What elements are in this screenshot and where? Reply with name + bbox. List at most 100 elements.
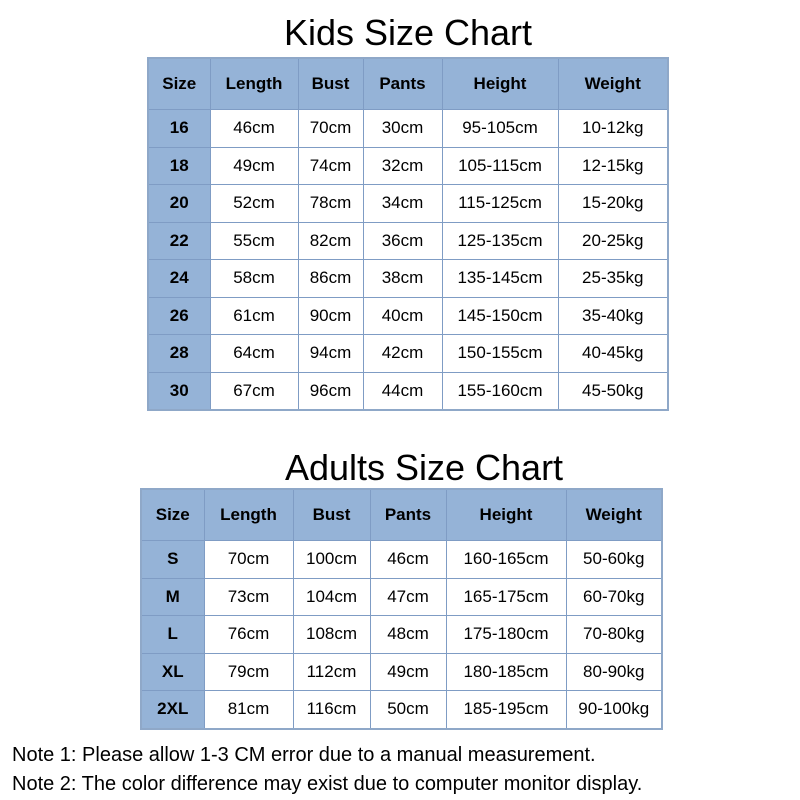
table-cell: 115-125cm [441, 184, 559, 223]
table-cell: 81cm [203, 690, 294, 729]
table-cell: 15-20kg [557, 184, 669, 223]
table-cell: 34cm [362, 184, 443, 223]
table-cell: 38cm [362, 259, 443, 298]
size-cell: 16 [147, 109, 211, 148]
table-cell: 49cm [369, 652, 447, 691]
table-cell: 40cm [362, 296, 443, 335]
table-cell: 94cm [297, 334, 364, 373]
table-row: 18 49cm 74cm 32cm 105-115cm 12-15kg [147, 146, 669, 185]
table-cell: 185-195cm [445, 690, 567, 729]
table-row: 2XL 81cm 116cm 50cm 185-195cm 90-100kg [140, 690, 663, 729]
size-cell: S [140, 540, 205, 579]
table-cell: 90-100kg [565, 690, 663, 729]
size-cell: 22 [147, 221, 211, 260]
table-row: XL 79cm 112cm 49cm 180-185cm 80-90kg [140, 652, 663, 691]
table-cell: 104cm [292, 577, 371, 616]
table-row: 16 46cm 70cm 30cm 95-105cm 10-12kg [147, 109, 669, 148]
column-header: Weight [557, 57, 669, 110]
table-cell: 20-25kg [557, 221, 669, 260]
table-row: S 70cm 100cm 46cm 160-165cm 50-60kg [140, 540, 663, 579]
table-cell: 108cm [292, 615, 371, 654]
header-row: Size Length Bust Pants Height Weight [140, 488, 663, 541]
table-cell: 145-150cm [441, 296, 559, 335]
note-1: Note 1: Please allow 1-3 CM error due to… [12, 744, 596, 766]
column-header: Size [147, 57, 211, 110]
table-cell: 86cm [297, 259, 364, 298]
table-cell: 60-70kg [565, 577, 663, 616]
size-cell: 30 [147, 371, 211, 411]
table-cell: 45-50kg [557, 371, 669, 411]
size-cell: 26 [147, 296, 211, 335]
column-header: Weight [565, 488, 663, 541]
table-cell: 10-12kg [557, 109, 669, 148]
adults-size-table: Size Length Bust Pants Height Weight S 70cm 100c… [140, 488, 663, 730]
kids-size-table: Size Length Bust Pants Height Weight 16 46cm 70c… [147, 57, 669, 411]
size-cell: M [140, 577, 205, 616]
table-row: 28 64cm 94cm 42cm 150-155cm 40-45kg [147, 334, 669, 373]
table-cell: 50cm [369, 690, 447, 729]
column-header: Length [209, 57, 299, 110]
table-cell: 80-90kg [565, 652, 663, 691]
table-row: 20 52cm 78cm 34cm 115-125cm 15-20kg [147, 184, 669, 223]
adults-title: Adults Size Chart [284, 447, 564, 488]
table-cell: 61cm [209, 296, 299, 335]
size-cell: 18 [147, 146, 211, 185]
table-cell: 35-40kg [557, 296, 669, 335]
table-cell: 135-145cm [441, 259, 559, 298]
table-cell: 150-155cm [441, 334, 559, 373]
size-cell: L [140, 615, 205, 654]
table-cell: 78cm [297, 184, 364, 223]
table-cell: 76cm [203, 615, 294, 654]
column-header: Bust [292, 488, 371, 541]
column-header: Bust [297, 57, 364, 110]
column-header: Height [441, 57, 559, 110]
table-cell: 64cm [209, 334, 299, 373]
table-cell: 100cm [292, 540, 371, 579]
size-cell: 28 [147, 334, 211, 373]
table-cell: 42cm [362, 334, 443, 373]
table-cell: 70cm [203, 540, 294, 579]
table-row: L 76cm 108cm 48cm 175-180cm 70-80kg [140, 615, 663, 654]
table-row: 24 58cm 86cm 38cm 135-145cm 25-35kg [147, 259, 669, 298]
table-cell: 175-180cm [445, 615, 567, 654]
table-cell: 47cm [369, 577, 447, 616]
table-cell: 50-60kg [565, 540, 663, 579]
table-row: 22 55cm 82cm 36cm 125-135cm 20-25kg [147, 221, 669, 260]
table-cell: 116cm [292, 690, 371, 729]
table-cell: 40-45kg [557, 334, 669, 373]
table-cell: 67cm [209, 371, 299, 411]
size-cell: 20 [147, 184, 211, 223]
table-cell: 82cm [297, 221, 364, 260]
table-cell: 49cm [209, 146, 299, 185]
column-header: Length [203, 488, 294, 541]
table-cell: 79cm [203, 652, 294, 691]
table-row: 26 61cm 90cm 40cm 145-150cm 35-40kg [147, 296, 669, 335]
table-cell: 73cm [203, 577, 294, 616]
table-cell: 48cm [369, 615, 447, 654]
table-cell: 12-15kg [557, 146, 669, 185]
size-cell: 2XL [140, 690, 205, 729]
table-cell: 165-175cm [445, 577, 567, 616]
table-cell: 32cm [362, 146, 443, 185]
table-cell: 52cm [209, 184, 299, 223]
table-cell: 55cm [209, 221, 299, 260]
table-cell: 105-115cm [441, 146, 559, 185]
table-row: M 73cm 104cm 47cm 165-175cm 60-70kg [140, 577, 663, 616]
table-cell: 160-165cm [445, 540, 567, 579]
column-header: Size [140, 488, 205, 541]
table-cell: 44cm [362, 371, 443, 411]
table-cell: 58cm [209, 259, 299, 298]
table-cell: 90cm [297, 296, 364, 335]
column-header: Height [445, 488, 567, 541]
table-row: 30 67cm 96cm 44cm 155-160cm 45-50kg [147, 371, 669, 411]
size-cell: XL [140, 652, 205, 691]
table-cell: 30cm [362, 109, 443, 148]
table-cell: 46cm [209, 109, 299, 148]
table-cell: 46cm [369, 540, 447, 579]
size-cell: 24 [147, 259, 211, 298]
table-cell: 25-35kg [557, 259, 669, 298]
table-cell: 125-135cm [441, 221, 559, 260]
table-cell: 70cm [297, 109, 364, 148]
column-header: Pants [369, 488, 447, 541]
table-cell: 95-105cm [441, 109, 559, 148]
